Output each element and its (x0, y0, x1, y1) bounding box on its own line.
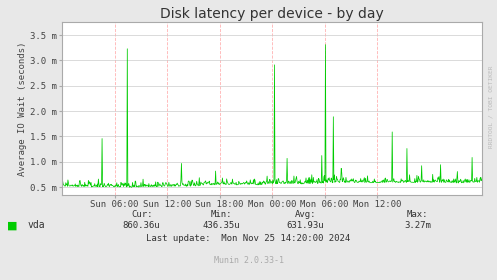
Text: Munin 2.0.33-1: Munin 2.0.33-1 (214, 256, 283, 265)
Text: 860.36u: 860.36u (123, 221, 161, 230)
Text: 436.35u: 436.35u (202, 221, 240, 230)
Text: Avg:: Avg: (295, 210, 317, 219)
Text: RRDTOOL / TOBI OETIKER: RRDTOOL / TOBI OETIKER (489, 65, 494, 148)
Text: Last update:  Mon Nov 25 14:20:00 2024: Last update: Mon Nov 25 14:20:00 2024 (147, 234, 350, 243)
Title: Disk latency per device - by day: Disk latency per device - by day (160, 7, 384, 21)
Y-axis label: Average IO Wait (seconds): Average IO Wait (seconds) (18, 41, 27, 176)
Text: vda: vda (27, 220, 45, 230)
Text: Cur:: Cur: (131, 210, 153, 219)
Text: 3.27m: 3.27m (404, 221, 431, 230)
Text: Max:: Max: (407, 210, 428, 219)
Text: Min:: Min: (210, 210, 232, 219)
Text: 631.93u: 631.93u (287, 221, 325, 230)
Text: ■: ■ (7, 220, 18, 230)
